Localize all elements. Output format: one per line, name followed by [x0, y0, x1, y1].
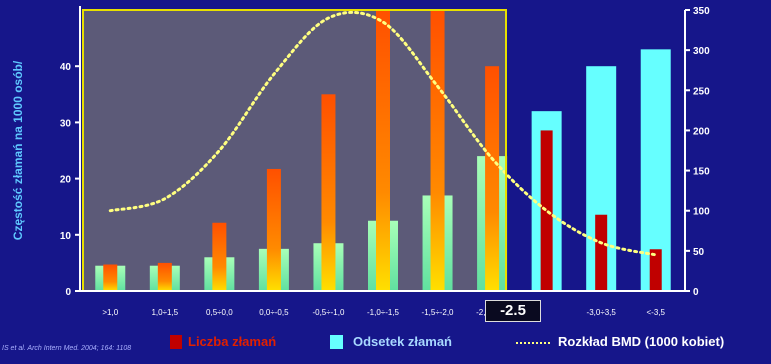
x-tick-label: <-3,5 [646, 308, 665, 317]
threshold-badge: -2.5 [485, 300, 541, 322]
bar-liczba [595, 214, 608, 291]
x-tick-label: 0,0÷-0,5 [259, 308, 289, 317]
y-tick-label-right: 350 [693, 6, 710, 17]
legend-label-rozklad: Rozkład BMD (1000 kobiet) [558, 334, 725, 349]
bar-liczba [212, 222, 227, 291]
y-tick-label-right: 300 [693, 46, 710, 57]
chart-legend: Liczba złamań Odsetek złamań Rozkład BMD… [170, 330, 770, 354]
y-tick-label-left: 20 [60, 175, 72, 186]
x-tick-label: -1,0÷-1,5 [367, 308, 400, 317]
y-tick-label-right: 250 [693, 86, 710, 97]
legend-label-liczba: Liczba złamań [188, 334, 277, 349]
x-tick-label: 0,5÷0,0 [206, 308, 233, 317]
bar-liczba [321, 94, 336, 291]
x-tick-label: >1,0 [102, 308, 118, 317]
y-tick-label-right: 50 [693, 247, 705, 258]
legend-swatch-liczba [170, 335, 182, 349]
x-tick-label: 1,0÷1,5 [151, 308, 178, 317]
y-tick-label-left: 40 [60, 62, 72, 73]
bar-liczba [266, 168, 281, 291]
threshold-label: -2.5 [500, 302, 526, 319]
bar-liczba [376, 10, 390, 291]
source-citation: IS et al. Arch Intern Med. 2004; 164: 11… [2, 345, 132, 352]
legend-swatch-odsetek [330, 335, 343, 349]
y-tick-label-right: 100 [693, 207, 710, 218]
y-tick-label-right: 150 [693, 167, 710, 178]
bar-liczba [649, 249, 662, 291]
y-tick-label-right: 0 [693, 287, 699, 298]
y-tick-label-right: 200 [693, 126, 710, 137]
x-tick-label: -0,5÷-1,0 [312, 308, 345, 317]
legend-label-odsetek: Odsetek złamań [353, 334, 452, 349]
bar-liczba [430, 10, 445, 291]
bar-liczba [157, 262, 172, 291]
x-tick-label: -3,0÷3,5 [587, 308, 617, 317]
x-tick-label: -1,5÷-2,0 [422, 308, 455, 317]
y-tick-label-left: 30 [60, 118, 72, 129]
bar-liczba [485, 66, 500, 291]
y-tick-label-left: 10 [60, 231, 72, 242]
y-axis-title: Częstość złamań na 1000 osób/ [11, 60, 25, 240]
series-line-rozklad [108, 10, 658, 257]
y-tick-label-left: 0 [65, 287, 71, 298]
bar-liczba [540, 130, 553, 291]
legend-swatch-rozklad [516, 342, 550, 344]
bar-liczba [103, 264, 118, 291]
